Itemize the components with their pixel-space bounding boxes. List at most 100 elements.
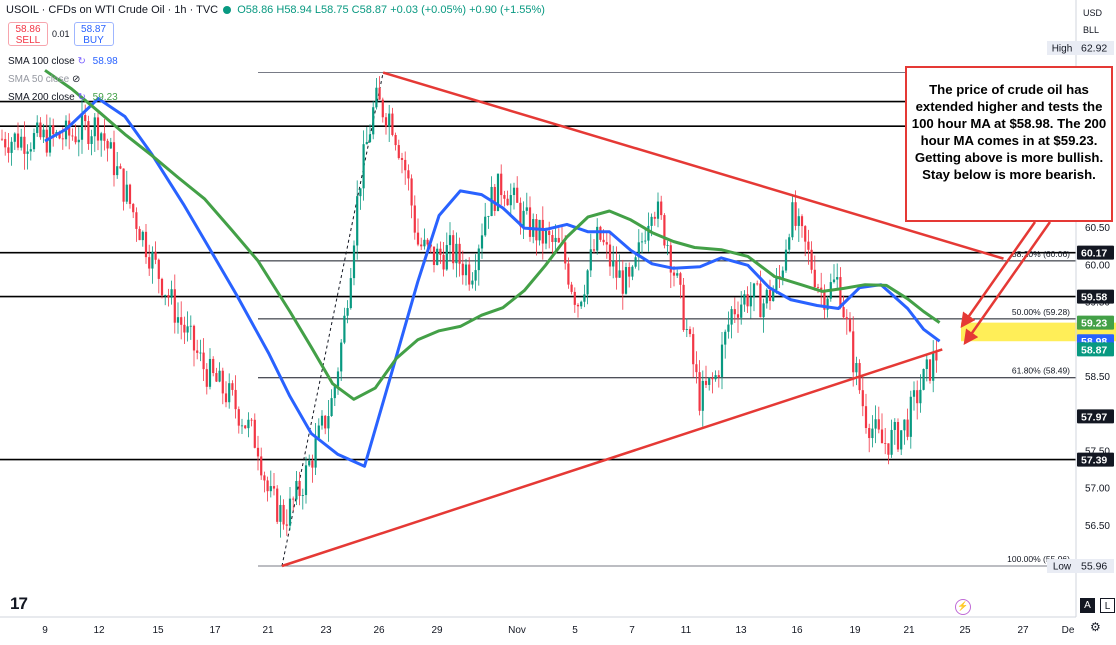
candle-body: [314, 438, 317, 468]
sell-price: 58.86: [15, 24, 41, 35]
log-scale-button[interactable]: L: [1100, 598, 1115, 613]
candle-body: [519, 202, 522, 227]
candle-body: [794, 202, 797, 226]
candle-body: [727, 324, 730, 332]
x-tick-label: 29: [431, 625, 443, 636]
candle-body: [698, 372, 701, 411]
candle-body: [666, 245, 669, 247]
candle-body: [608, 244, 612, 267]
indicator-value: 58.98: [92, 56, 118, 67]
candle-body: [368, 134, 372, 143]
currency-unit[interactable]: BLL: [1083, 25, 1100, 35]
candle-body: [128, 184, 132, 204]
sell-button[interactable]: 58.86 SELL: [8, 22, 48, 46]
candle-body: [637, 242, 640, 258]
candle-body: [135, 212, 138, 229]
y-tick-label: 57.00: [1085, 484, 1110, 495]
sma100-line[interactable]: [44, 97, 941, 468]
price-tag-bg: [1077, 452, 1114, 467]
candle-body: [567, 263, 570, 285]
candle-body: [138, 228, 141, 241]
x-tick-label: De: [1062, 625, 1075, 636]
candle-body: [685, 329, 688, 331]
candle-body: [663, 215, 666, 246]
candle-body: [327, 416, 330, 429]
candle-body: [768, 289, 772, 302]
candle-body: [279, 504, 282, 522]
candle-body: [682, 284, 685, 331]
trendline-upper[interactable]: [382, 71, 1004, 260]
candle-body: [109, 142, 112, 149]
candle-body: [813, 269, 816, 288]
candle-body: [624, 267, 628, 294]
day-change: +0.90 (+1.55%): [469, 4, 545, 16]
auto-scale-button[interactable]: A: [1080, 598, 1095, 613]
candle-body: [544, 230, 548, 244]
candle-body: [343, 315, 346, 343]
candle-body: [394, 134, 397, 146]
candle-body: [756, 283, 759, 285]
candle-body: [551, 235, 554, 243]
candle-body: [455, 243, 458, 264]
sma-settings-icon[interactable]: ↻: [77, 92, 86, 103]
indicator-sma100[interactable]: SMA 100 close ↻ 58.98: [8, 56, 118, 67]
candle-body: [346, 308, 349, 316]
chart-header: USOIL · CFDs on WTI Crude Oil · 1h · TVC…: [6, 4, 545, 16]
candle-body: [148, 257, 151, 269]
candle-body: [304, 465, 308, 496]
candle-body: [180, 317, 183, 325]
candle-body: [759, 283, 762, 318]
gear-icon[interactable]: ⚙: [1090, 620, 1101, 634]
indicator-sma50[interactable]: SMA 50 close ⊘: [8, 74, 80, 85]
candle-body: [784, 249, 788, 271]
candle-body: [311, 460, 314, 468]
candle-body: [464, 264, 468, 276]
indicator-sma200[interactable]: SMA 200 close ↻ 59.23: [8, 92, 118, 103]
candle-body: [743, 294, 746, 305]
candle-body: [423, 239, 426, 247]
candle-body: [125, 184, 128, 202]
lightning-icon[interactable]: ⚡: [955, 599, 971, 615]
currency-code[interactable]: USD: [1083, 8, 1103, 18]
candle-body: [381, 99, 384, 118]
candle-body: [845, 317, 848, 320]
candle-body: [717, 375, 720, 378]
trendline-lower[interactable]: [281, 348, 943, 568]
candle-body: [112, 142, 116, 176]
candle-body: [692, 334, 695, 365]
price-tag-caption-bg: [1047, 559, 1077, 573]
candle-body: [695, 364, 698, 373]
x-tick-label: 25: [959, 625, 971, 636]
candle-body: [477, 248, 480, 271]
x-tick-label: 15: [152, 625, 164, 636]
ohlc-close: C58.87: [351, 4, 388, 16]
candle-body: [868, 428, 871, 439]
candle-body: [0, 138, 4, 140]
candle-body: [298, 480, 301, 496]
candle-body: [452, 235, 455, 264]
candle-body: [922, 369, 925, 390]
candle-body: [154, 251, 157, 260]
candle-body: [580, 301, 583, 307]
price-tag-value: 57.39: [1081, 455, 1107, 467]
price-tag-bg: [1077, 41, 1114, 55]
symbol-title[interactable]: USOIL · CFDs on WTI Crude Oil · 1h · TVC: [6, 4, 219, 16]
candle-body: [503, 195, 506, 199]
candle-body: [656, 201, 660, 219]
candle-body: [288, 498, 292, 526]
buy-button[interactable]: 58.87 BUY: [73, 22, 114, 46]
sma200-line[interactable]: [44, 69, 941, 401]
sma-settings-icon[interactable]: ↻: [77, 56, 86, 67]
candle-body: [52, 125, 55, 135]
candle-body: [861, 390, 864, 407]
candle-body: [887, 443, 890, 455]
buy-label: BUY: [83, 35, 104, 46]
candle-body: [16, 133, 20, 148]
price-tag-caption: Low: [1053, 562, 1072, 573]
eye-hidden-icon[interactable]: ⊘: [71, 74, 81, 85]
candle-body: [164, 295, 167, 296]
fib-label: 61.80% (58.49): [1012, 366, 1070, 376]
candle-body: [58, 132, 61, 139]
candle-body: [320, 415, 324, 426]
candle-body: [103, 133, 106, 141]
